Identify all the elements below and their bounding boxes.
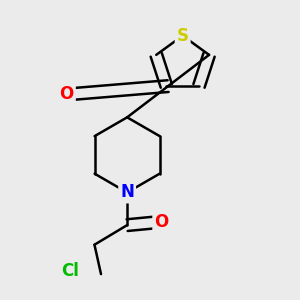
Text: O: O <box>154 213 169 231</box>
Text: O: O <box>60 85 74 103</box>
Text: S: S <box>177 27 189 45</box>
Text: N: N <box>120 184 134 202</box>
Text: Cl: Cl <box>61 262 79 280</box>
